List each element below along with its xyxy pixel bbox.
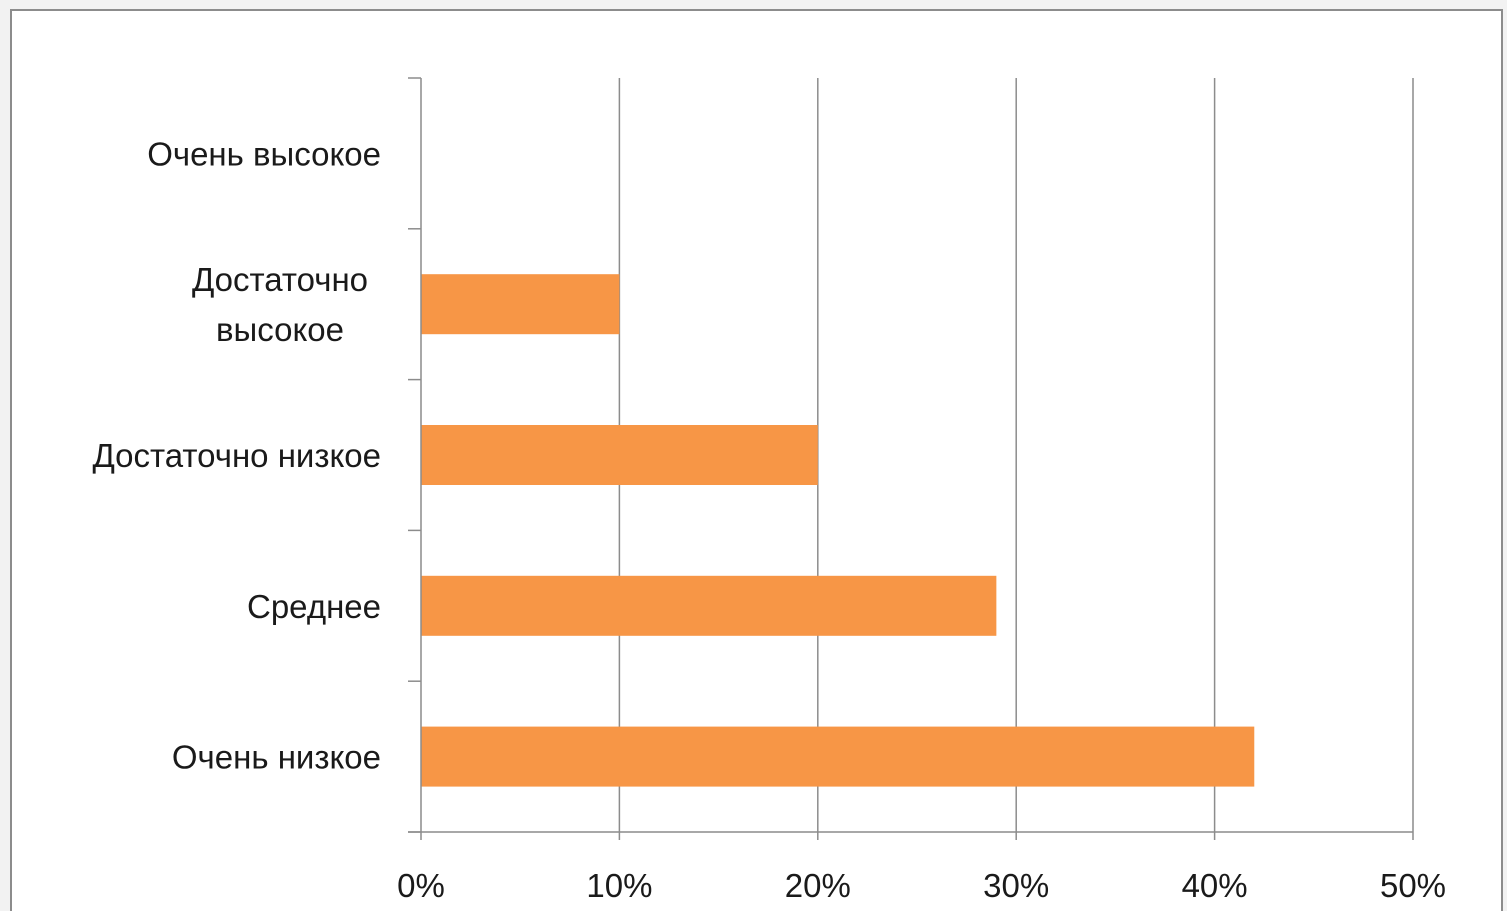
x-tick-label: 30% [983, 867, 1049, 904]
category-label: Очень низкое [172, 739, 381, 776]
bar [421, 726, 1255, 787]
bars [421, 274, 1255, 787]
x-tick-label: 40% [1182, 867, 1248, 904]
x-tick-label: 20% [785, 867, 851, 904]
axes [408, 77, 1413, 840]
bar [421, 575, 997, 636]
category-label: Очень высокое [147, 135, 381, 172]
category-label-line: Достаточно [192, 261, 368, 298]
x-tick-label: 0% [397, 867, 445, 904]
labels: 0% 10% 20% 30% 40% 50% Очень высокое Достаточно… [92, 135, 1446, 904]
category-label: Среднее [247, 588, 381, 625]
x-tick-label: 50% [1380, 867, 1446, 904]
category-label: Достаточно низкое [92, 437, 381, 474]
bar [421, 274, 620, 335]
category-label-line: Достаточно низкое [92, 437, 381, 474]
category-label: Достаточно высокое [192, 261, 368, 348]
category-label-line: Очень высокое [147, 135, 381, 172]
bar [421, 425, 818, 485]
category-label-line: Очень низкое [172, 739, 381, 776]
category-label-line: высокое [216, 311, 344, 348]
category-label-line: Среднее [247, 588, 381, 625]
x-tick-label: 10% [586, 867, 652, 904]
